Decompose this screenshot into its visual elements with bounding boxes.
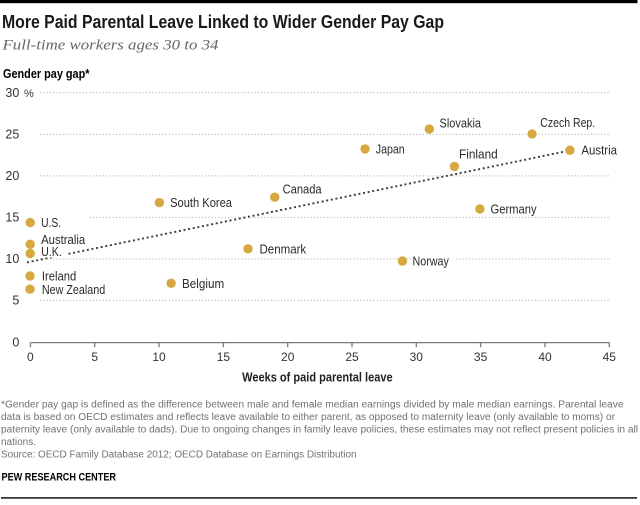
svg-text:Australia: Australia [41, 233, 85, 247]
svg-text:0: 0 [12, 336, 19, 350]
svg-text:Czech Rep.: Czech Rep. [540, 116, 595, 130]
svg-text:Weeks of paid parental leave: Weeks of paid parental leave [242, 370, 393, 384]
svg-text:20: 20 [5, 169, 19, 183]
svg-text:%: % [24, 88, 34, 100]
svg-text:Japan: Japan [376, 142, 405, 156]
svg-text:More Paid Parental Leave Linke: More Paid Parental Leave Linked to Wider… [2, 11, 444, 32]
svg-text:New Zealand: New Zealand [42, 283, 105, 297]
svg-text:25: 25 [5, 127, 19, 141]
svg-text:Belgium: Belgium [182, 277, 224, 291]
svg-text:South Korea: South Korea [170, 196, 232, 210]
svg-text:10: 10 [5, 252, 19, 266]
svg-text:Denmark: Denmark [260, 242, 307, 256]
svg-text:Finland: Finland [459, 147, 498, 161]
svg-text:30: 30 [5, 86, 19, 100]
svg-text:data is based on OECD estimate: data is based on OECD estimates and refl… [1, 412, 616, 423]
svg-text:5: 5 [12, 293, 19, 307]
svg-text:Full-time workers ages 30 to 3: Full-time workers ages 30 to 34 [1, 38, 219, 54]
svg-text:Germany: Germany [491, 202, 538, 216]
svg-text:15: 15 [217, 350, 231, 364]
svg-text:Canada: Canada [283, 183, 322, 197]
svg-text:Ireland: Ireland [42, 270, 76, 284]
svg-text:Slovakia: Slovakia [440, 117, 482, 131]
svg-text:Norway: Norway [413, 255, 450, 269]
svg-text:PEW RESEARCH CENTER: PEW RESEARCH CENTER [2, 471, 117, 483]
svg-text:0: 0 [27, 350, 34, 364]
svg-text:U.K.: U.K. [41, 245, 62, 259]
svg-text:*Gender pay gap is defined as: *Gender pay gap is defined as the differ… [1, 400, 624, 411]
svg-text:40: 40 [538, 350, 552, 364]
svg-text:15: 15 [5, 210, 19, 224]
svg-text:10: 10 [152, 350, 166, 364]
svg-text:5: 5 [91, 350, 98, 364]
svg-text:U.S.: U.S. [41, 216, 61, 230]
svg-text:nations.: nations. [1, 437, 36, 448]
svg-text:30: 30 [410, 350, 424, 364]
svg-text:45: 45 [603, 350, 617, 364]
svg-text:Gender pay gap*: Gender pay gap* [3, 66, 90, 81]
svg-text:35: 35 [474, 350, 488, 364]
svg-text:Source: OECD Family Database 2: Source: OECD Family Database 2012; OECD … [1, 450, 357, 461]
svg-text:Austria: Austria [581, 144, 617, 158]
svg-text:20: 20 [281, 350, 295, 364]
svg-text:paternity leave (only availabl: paternity leave (only available to dads)… [1, 425, 638, 436]
svg-text:25: 25 [345, 350, 359, 364]
